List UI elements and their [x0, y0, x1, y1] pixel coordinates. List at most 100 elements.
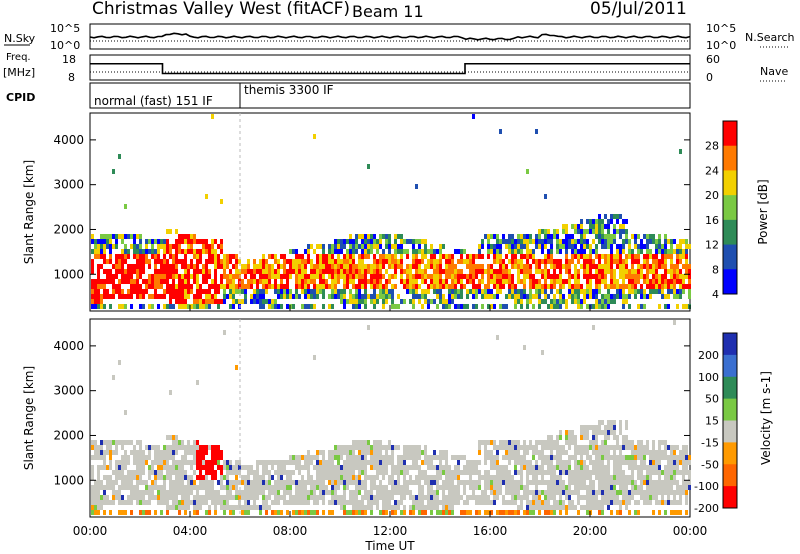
echo-cell — [121, 445, 124, 450]
echo-cell — [136, 455, 139, 460]
echo-cell — [511, 259, 514, 264]
echo-cell — [349, 510, 352, 515]
echo-cell — [610, 425, 613, 430]
echo-cell — [214, 259, 217, 264]
colorbar-swatch — [723, 145, 737, 171]
echo-cell — [559, 299, 562, 304]
echo-cell — [604, 254, 607, 259]
echo-cell — [199, 500, 202, 505]
echo-cell — [193, 460, 196, 465]
echo-cell — [409, 490, 412, 495]
echo-cell — [667, 475, 670, 480]
echo-cell — [121, 500, 124, 505]
echo-cell — [100, 299, 103, 304]
echo-cell — [502, 259, 505, 264]
echo-cell — [367, 495, 370, 500]
echo-cell — [523, 254, 526, 259]
echo-cell — [529, 500, 532, 505]
echo-cell — [499, 289, 502, 294]
echo-cell — [649, 500, 652, 505]
colorbar-swatch — [723, 442, 737, 465]
echo-cell — [676, 259, 679, 264]
echo-cell — [346, 460, 349, 465]
echo-cell — [592, 294, 595, 299]
echo-cell — [112, 490, 115, 495]
echo-cell — [640, 480, 643, 485]
echo-cell — [166, 284, 169, 289]
echo-cell — [160, 475, 163, 480]
echo-cell — [304, 510, 307, 515]
echo-cell — [364, 299, 367, 304]
echo-cell — [406, 490, 409, 495]
echo-cell — [130, 244, 133, 249]
echo-cell — [403, 485, 406, 490]
echo-cell — [373, 279, 376, 284]
echo-cell — [253, 495, 256, 500]
echo-cell — [388, 505, 391, 510]
echo-cell — [595, 294, 598, 299]
echo-cell — [322, 480, 325, 485]
echo-cell — [136, 249, 139, 254]
echo-cell — [199, 475, 202, 480]
echo-cell — [121, 239, 124, 244]
echo-cell — [466, 510, 469, 515]
echo-cell — [475, 289, 478, 294]
echo-cell — [658, 259, 661, 264]
echo-cell — [247, 470, 250, 475]
echo-cell — [382, 495, 385, 500]
echo-cell — [199, 259, 202, 264]
echo-cell — [196, 274, 199, 279]
echo-cell — [496, 460, 499, 465]
echo-cell — [319, 495, 322, 500]
echo-cell — [142, 254, 145, 259]
echo-cell — [592, 465, 595, 470]
echo-cell — [259, 475, 262, 480]
echo-cell — [406, 254, 409, 259]
echo-cell — [346, 480, 349, 485]
echo-cell — [193, 470, 196, 475]
echo-cell — [307, 455, 310, 460]
echo-cell — [91, 490, 94, 495]
echo-cell — [409, 239, 412, 244]
echo-cell — [484, 294, 487, 299]
colorbar-swatch — [723, 170, 737, 196]
echo-cell — [229, 460, 232, 465]
echo-cell — [607, 289, 610, 294]
echo-cell — [445, 465, 448, 470]
echo-cell — [400, 269, 403, 274]
echo-cell — [193, 445, 196, 450]
echo-cell — [595, 234, 598, 239]
echo-cell — [160, 470, 163, 475]
echo-cell — [286, 490, 289, 495]
echo-cell — [115, 490, 118, 495]
echo-cell — [256, 505, 259, 510]
echo-cell — [298, 500, 301, 505]
echo-cell — [256, 299, 259, 304]
echo-cell — [259, 274, 262, 279]
echo-cell — [157, 244, 160, 249]
echo-cell — [517, 450, 520, 455]
echo-cell — [229, 470, 232, 475]
echo-cell — [535, 279, 538, 284]
freq-tick-bottom: 8 — [68, 71, 75, 84]
echo-cell — [403, 279, 406, 284]
echo-cell — [409, 289, 412, 294]
echo-cell — [358, 254, 361, 259]
echo-cell — [496, 234, 499, 239]
echo-cell — [502, 284, 505, 289]
echo-cell — [418, 239, 421, 244]
echo-cell — [586, 269, 589, 274]
echo-cell — [181, 294, 184, 299]
echo-cell — [181, 460, 184, 465]
echo-cell — [280, 485, 283, 490]
echo-cell — [610, 264, 613, 269]
echo-cell — [448, 289, 451, 294]
echo-cell — [490, 264, 493, 269]
echo-cell — [595, 279, 598, 284]
echo-cell — [310, 495, 313, 500]
echo-cell — [151, 490, 154, 495]
echo-cell — [253, 269, 256, 274]
echo-cell — [601, 420, 604, 425]
echo-cell — [256, 264, 259, 269]
echo-cell — [652, 510, 655, 515]
